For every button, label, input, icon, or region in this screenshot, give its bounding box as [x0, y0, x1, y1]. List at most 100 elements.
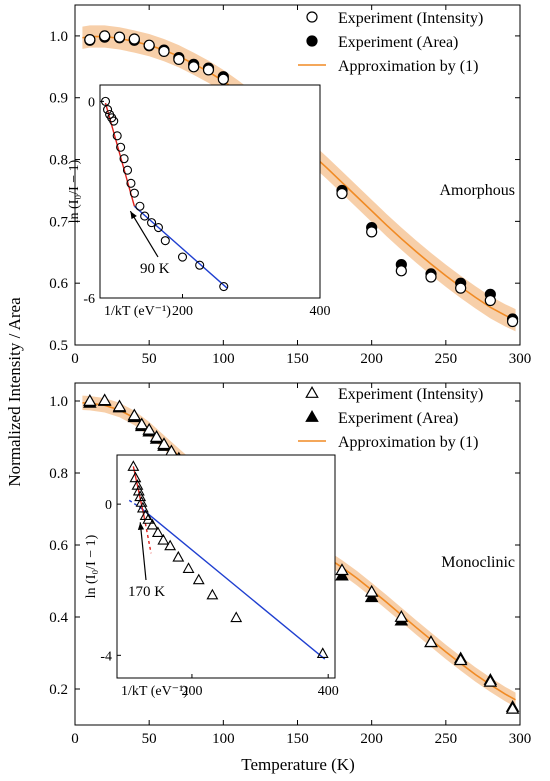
data-point-open-circle — [188, 61, 200, 73]
inset-x-axis-label: 1/kT (eV⁻¹) — [104, 304, 171, 319]
legend-label: Experiment (Intensity) — [338, 386, 483, 403]
data-point-open-triangle — [134, 417, 149, 430]
crossover-arrow — [139, 522, 147, 581]
x-tick-label: 200 — [360, 731, 383, 747]
data-point-open-triangle — [112, 399, 127, 412]
crossover-arrow-head — [137, 522, 145, 531]
legend-label: Experiment (Intensity) — [338, 10, 483, 27]
fit-confidence-band — [82, 25, 516, 332]
inset-low-temperature-fit — [132, 466, 145, 518]
data-point-open-triangle — [157, 437, 171, 450]
inset-data-point — [136, 501, 149, 513]
legend-swatch-open-triangle — [305, 386, 319, 398]
inset-data-point — [122, 165, 133, 175]
inset-data-point — [147, 218, 157, 228]
inset-data-point — [172, 550, 185, 562]
inset-y-axis-label: ln (I₀/I − 1) — [84, 534, 99, 598]
data-point-open-triangle — [97, 393, 112, 406]
inset-y-axis-label: ln (I₀/I − 1) — [67, 159, 82, 223]
inset-data-point — [129, 188, 139, 198]
inset-data-point — [219, 281, 229, 292]
inset-data-point — [206, 588, 219, 600]
inset-y-tick-label: 0 — [105, 498, 112, 513]
crossover-temperature-label: 170 K — [128, 584, 165, 600]
inset-data-point — [112, 131, 122, 141]
panel-monoclinic: 0 50 100 150 200 250 300 0.2 0.4 0.6 0.8 1.0 Experim… — [49, 382, 531, 747]
crossover-temperature-label: 90 K — [140, 261, 170, 277]
inset-x-tick-label: 400 — [318, 684, 339, 699]
x-tick-label: 0 — [71, 351, 79, 367]
inset-data-point — [135, 201, 145, 211]
y-tick-label: 1.0 — [49, 394, 68, 410]
data-point-open-triangle — [453, 653, 468, 666]
inset-plot: 200 400 0 -6 1/kT (eV⁻¹) ln (I₀/I − 1) 90 K — [67, 84, 331, 319]
legend-swatch-filled-triangle — [305, 410, 319, 422]
x-tick-label: 150 — [286, 731, 309, 747]
x-tick-label: 250 — [435, 731, 458, 747]
inset-data-point — [100, 96, 111, 106]
legend-label: Approximation by (1) — [338, 58, 478, 75]
inset-high-temperature-fit — [133, 205, 228, 289]
inset-high-temperature-fit — [140, 507, 326, 660]
x-tick-label: 200 — [360, 351, 383, 367]
x-tick-label: 150 — [286, 351, 309, 367]
data-point-open-triangle — [505, 701, 520, 714]
sample-annotation: Monoclinic — [441, 554, 515, 571]
data-point-open-circle — [84, 34, 96, 46]
shared-x-axis-label: Temperature (K) — [241, 755, 355, 774]
y-tick-label: 0.9 — [49, 91, 68, 107]
data-point-open-triangle — [364, 584, 379, 597]
shared-y-axis-label: Normalized Intensity / Area — [5, 297, 24, 487]
y-tick-label: 0.8 — [49, 466, 68, 482]
y-tick-label: 0.2 — [49, 682, 68, 698]
inset-data-point — [153, 222, 163, 233]
data-point-open-triangle — [394, 610, 409, 622]
inset-data-point — [151, 526, 164, 538]
sample-annotation: Amorphous — [439, 182, 515, 199]
data-point-open-circle — [217, 73, 229, 85]
y-tick-label: 0.6 — [49, 538, 68, 554]
inset-data-point — [116, 142, 126, 152]
inset-data-point — [126, 178, 136, 188]
inset-data-point — [127, 460, 140, 471]
y-tick-label: 0.8 — [49, 153, 68, 169]
fit-confidence-band — [82, 395, 516, 707]
inset-x-tick-label: 200 — [172, 304, 193, 319]
inset-data-point — [142, 513, 155, 524]
x-tick-label: 50 — [142, 351, 157, 367]
data-point-open-circle — [484, 294, 496, 307]
panel-amorphous: 0 50 100 150 200 250 300 0.5 0.6 0.7 0.8 0.9 1.0 Expe… — [49, 4, 531, 367]
crossover-arrow — [129, 210, 159, 258]
x-tick-label: 0 — [71, 731, 79, 747]
data-point-open-triangle — [335, 563, 349, 576]
inset-y-tick-label: -6 — [83, 292, 95, 307]
y-tick-label: 0.6 — [49, 276, 68, 292]
legend-swatch-filled-circle — [306, 35, 318, 47]
x-tick-label: 100 — [212, 731, 235, 747]
inset-data-point — [119, 154, 129, 164]
inset-plot: 200 400 0 -4 1/kT (eV⁻¹) ln (I₀/I − 1) 170 K — [84, 454, 339, 699]
y-tick-label: 0.4 — [49, 610, 68, 626]
data-point-open-circle — [506, 315, 519, 328]
data-point-open-circle — [158, 45, 170, 57]
inset-y-tick-label: -4 — [100, 649, 112, 664]
x-tick-label: 250 — [435, 351, 458, 367]
data-point-open-triangle — [149, 430, 164, 442]
y-tick-label: 0.5 — [49, 338, 68, 354]
data-point-open-circle — [99, 30, 111, 42]
inset-data-point — [140, 211, 150, 221]
x-tick-label: 100 — [212, 351, 235, 367]
data-point-open-triangle — [424, 635, 438, 648]
inset-x-axis-label: 1/kT (eV⁻¹) — [121, 684, 188, 699]
legend-label: Experiment (Area) — [338, 410, 458, 427]
crossover-arrow-head — [130, 211, 137, 220]
inset-data-point — [109, 116, 119, 126]
data-point-open-circle — [395, 265, 407, 277]
data-point-open-circle — [366, 226, 378, 238]
data-point-open-circle — [128, 33, 140, 45]
data-point-open-circle — [143, 39, 155, 51]
inset-x-tick-label: 200 — [181, 684, 202, 699]
inset-data-point — [182, 562, 195, 573]
data-point-open-circle — [455, 282, 467, 294]
